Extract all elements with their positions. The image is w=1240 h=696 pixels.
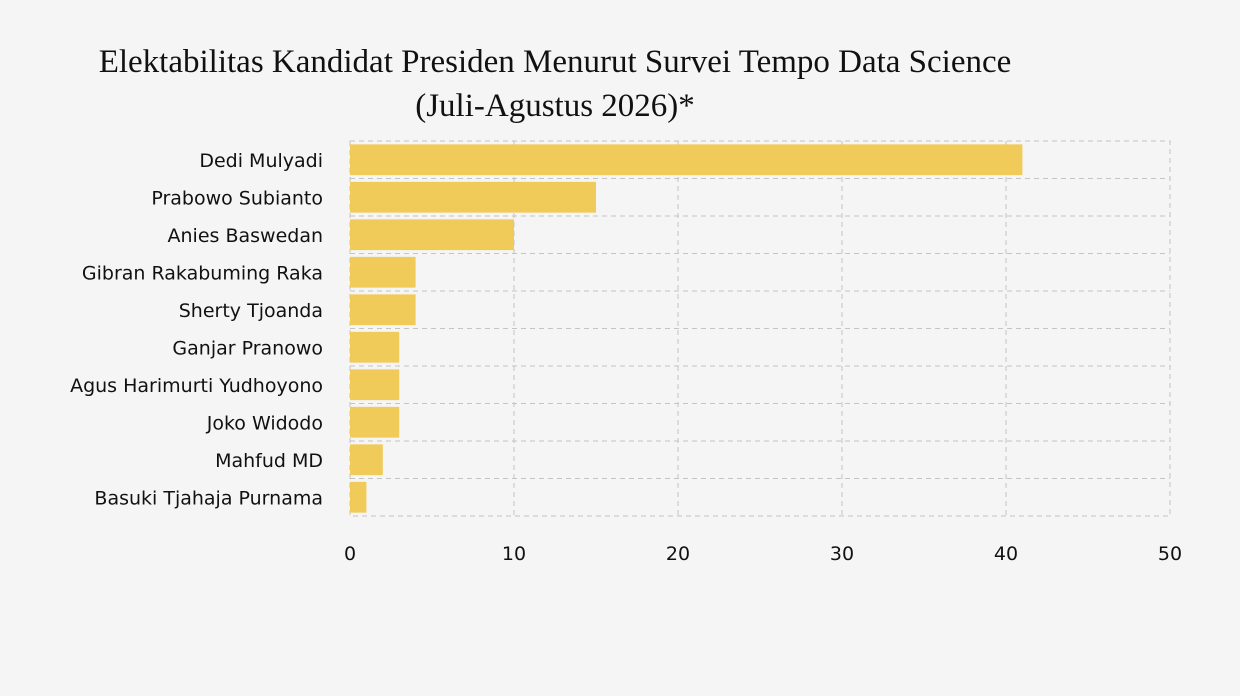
category-label: Mahfud MD xyxy=(215,450,323,472)
bar xyxy=(350,144,1023,176)
category-label: Ganjar Pranowo xyxy=(172,337,323,359)
category-label: Joko Widodo xyxy=(206,412,323,434)
chart-title-line-1: Elektabilitas Kandidat Presiden Menurut … xyxy=(98,44,1012,80)
x-tick-label: 50 xyxy=(1158,543,1182,565)
category-label: Basuki Tjahaja Purnama xyxy=(94,487,323,509)
category-label: Gibran Rakabuming Raka xyxy=(82,262,323,284)
bar xyxy=(350,294,416,326)
chart-title-line-2: (Juli-Agustus 2026)* xyxy=(415,88,695,124)
category-label: Sherty Tjoanda xyxy=(179,300,323,322)
category-label: Prabowo Subianto xyxy=(151,187,323,209)
bar xyxy=(350,181,596,213)
x-tick-label: 40 xyxy=(994,543,1018,565)
bar xyxy=(350,219,514,251)
bar xyxy=(350,406,400,438)
plot-frame xyxy=(349,140,1171,517)
x-tick-label: 20 xyxy=(666,543,690,565)
x-tick-label: 0 xyxy=(344,543,356,565)
bar xyxy=(350,369,400,401)
bar xyxy=(350,256,416,288)
category-label: Dedi Mulyadi xyxy=(199,150,323,172)
category-label: Anies Baswedan xyxy=(168,225,324,247)
x-tick-label: 30 xyxy=(830,543,854,565)
bar xyxy=(350,481,367,513)
bar xyxy=(350,444,383,476)
x-tick-label: 10 xyxy=(502,543,526,565)
category-label: Agus Harimurti Yudhoyono xyxy=(70,375,323,397)
bar xyxy=(350,331,400,363)
chart-title: Elektabilitas Kandidat Presiden Menurut … xyxy=(0,40,1110,128)
